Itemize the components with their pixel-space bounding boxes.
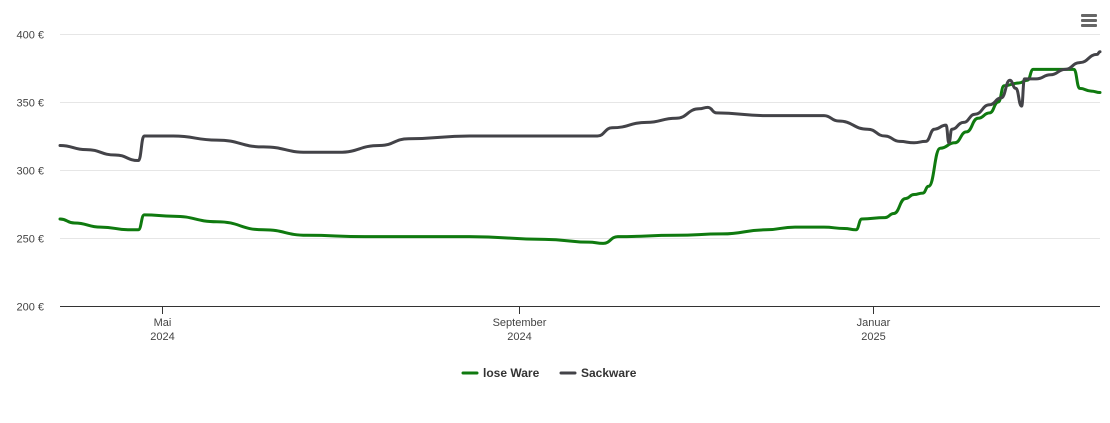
series-line-lose-ware[interactable] [58,67,1102,245]
legend: lose Ware Sackware [461,366,637,380]
x-axis: Mai 2024 September 2024 Januar 2025 [60,306,1100,343]
series-lines [58,50,1102,245]
legend-label: lose Ware [483,366,540,380]
x-tick-month: Januar [857,317,891,329]
y-tick-label: 350 € [16,98,44,110]
x-tick-year: 2024 [150,331,174,343]
y-tick-label: 300 € [16,166,44,178]
legend-item-sackware[interactable]: Sackware [559,366,637,380]
y-tick-label: 250 € [16,234,44,246]
y-tick-label: 400 € [16,30,44,42]
y-axis: 400 € 350 € 300 € 250 € 200 € [16,30,44,314]
series-line-sackware[interactable] [58,50,1102,162]
x-tick-year: 2024 [507,331,531,343]
grid-lines [60,34,1100,239]
hamburger-menu-icon[interactable] [1078,12,1100,32]
y-tick-label: 200 € [16,302,44,314]
x-tick-month: September [493,317,547,329]
x-tick-year: 2025 [861,331,885,343]
legend-label: Sackware [581,366,637,380]
x-tick-month: Mai [154,317,172,329]
legend-item-lose-ware[interactable]: lose Ware [461,366,540,380]
